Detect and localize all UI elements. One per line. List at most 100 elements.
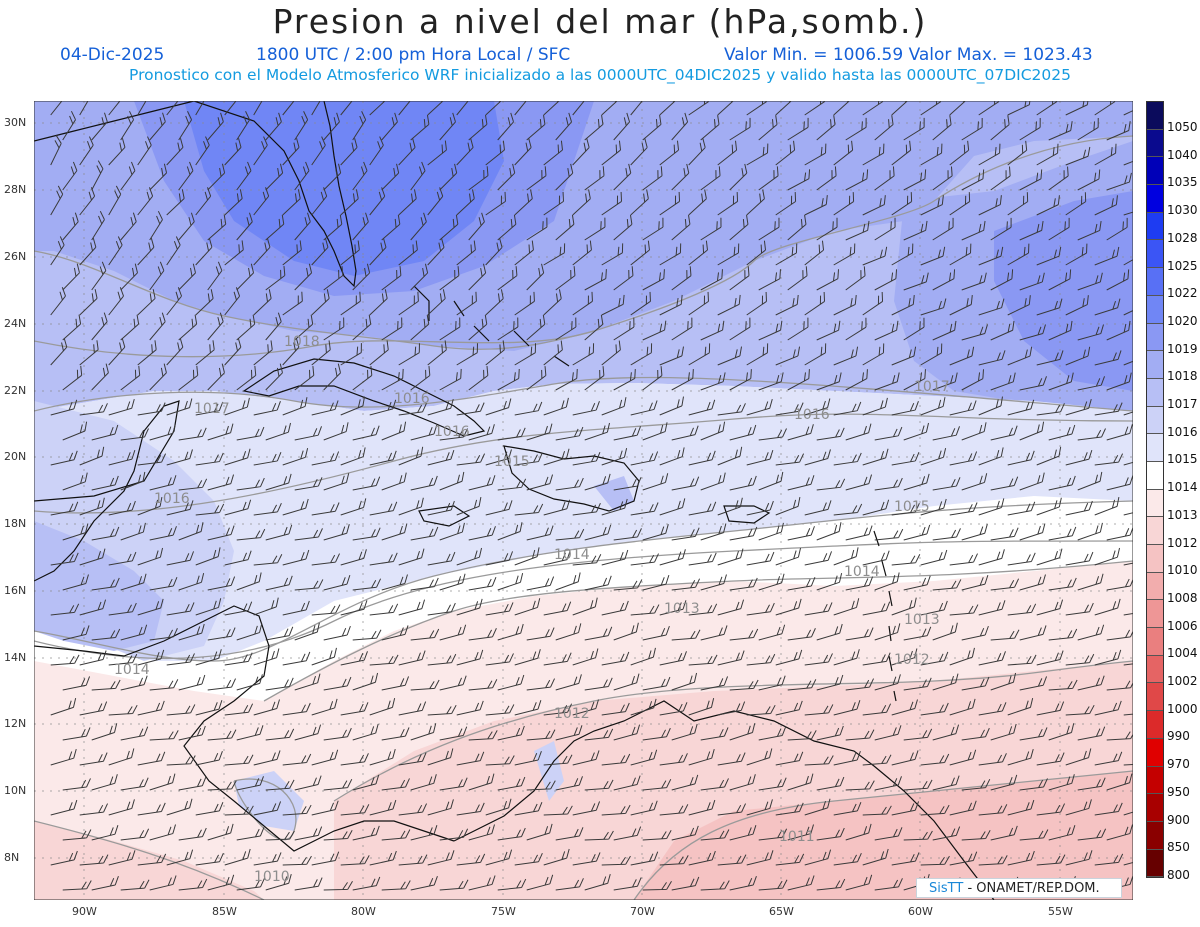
wind-barb	[874, 426, 903, 441]
wind-barb	[1077, 675, 1105, 691]
wind-barb	[990, 476, 1019, 491]
wind-barb	[642, 269, 665, 291]
wind-barb	[787, 369, 810, 391]
wind-barb	[903, 317, 925, 341]
wind-barb	[775, 547, 802, 566]
wind-barb	[253, 503, 282, 516]
wind-barb	[891, 346, 917, 366]
wind-barb	[468, 577, 497, 591]
wind-barb	[717, 446, 743, 466]
colorbar-label: 1000	[1167, 701, 1198, 716]
wind-barb	[456, 402, 485, 416]
wind-barb	[79, 238, 97, 266]
wind-barb	[555, 112, 573, 141]
colorbar-cell	[1147, 295, 1163, 324]
wind-barb	[1048, 217, 1070, 241]
wind-barb	[282, 753, 312, 766]
wind-barb	[787, 730, 817, 741]
wind-barb	[688, 399, 716, 416]
wind-barb	[1019, 472, 1045, 491]
wind-barb	[642, 320, 667, 341]
wind-barb	[874, 623, 901, 641]
wind-barb	[555, 266, 576, 291]
wind-barb	[932, 673, 959, 691]
wind-barb	[497, 725, 525, 741]
isobar-label: 1016	[154, 491, 190, 507]
wind-barb	[195, 801, 224, 816]
wind-barb	[497, 427, 526, 441]
wind-barb	[758, 217, 780, 241]
wind-barb	[369, 136, 384, 166]
wind-barb	[1019, 376, 1047, 391]
wind-barb	[294, 263, 313, 291]
wind-barb	[688, 799, 716, 816]
wind-barb	[688, 603, 718, 616]
map-title: Presion a nivel del mar (hPa,somb.)	[272, 2, 928, 41]
wind-barb	[1094, 195, 1118, 216]
wind-barb	[166, 849, 194, 866]
wind-barb	[108, 551, 137, 566]
wind-barb	[543, 652, 572, 666]
wind-barb	[746, 602, 775, 616]
wind-barb	[427, 187, 444, 216]
wind-barb	[729, 526, 758, 541]
wind-barb	[920, 753, 950, 766]
wind-barb	[265, 873, 292, 891]
wind-barb	[439, 266, 460, 291]
wind-barb	[369, 238, 387, 266]
wind-barb	[758, 522, 784, 541]
wind-barb	[932, 622, 958, 641]
wind-barb	[555, 426, 584, 441]
wind-barb	[1007, 748, 1034, 766]
wind-barb	[903, 422, 930, 441]
wind-barb	[514, 401, 543, 416]
wind-barb	[758, 624, 786, 641]
wind-barb	[543, 805, 573, 816]
wind-barb	[410, 825, 438, 841]
wind-barb	[746, 799, 773, 816]
wind-barb	[265, 524, 293, 541]
wind-barb	[224, 448, 251, 466]
wind-barb	[874, 217, 896, 241]
wind-barb	[787, 824, 814, 841]
wind-barb	[526, 217, 548, 241]
wind-barb	[485, 340, 505, 366]
wind-barb	[688, 850, 716, 866]
wind-barb	[862, 499, 890, 516]
credit-box: SisTT - ONAMET/REP.DOM.	[916, 878, 1122, 898]
wind-barb	[601, 243, 624, 266]
wind-barb	[497, 214, 517, 241]
wind-barb	[456, 291, 477, 316]
wind-barb	[659, 243, 682, 266]
wind-barb	[410, 526, 439, 541]
wind-barb	[137, 547, 164, 566]
colorbar-label: 1008	[1167, 590, 1198, 605]
wind-barb	[62, 110, 76, 141]
wind-barb	[439, 726, 468, 741]
wind-barb	[311, 502, 340, 516]
wind-barb	[1106, 577, 1133, 591]
wind-barb	[410, 263, 429, 291]
wind-barb	[195, 547, 221, 566]
colorbar-cell	[1147, 545, 1163, 573]
wind-barb	[804, 755, 834, 766]
wind-barb	[427, 500, 455, 516]
wind-barb	[224, 703, 254, 716]
wind-barb	[108, 602, 137, 616]
wind-barb	[775, 402, 804, 416]
wind-barb	[1036, 298, 1063, 316]
wind-barb	[613, 579, 643, 591]
wind-barb	[195, 503, 225, 516]
wind-barb	[1048, 774, 1075, 791]
wind-barb	[381, 266, 402, 291]
wind-barb	[659, 753, 688, 766]
wind-barb	[224, 189, 243, 216]
wind-barb	[874, 827, 903, 841]
wind-barb	[50, 450, 78, 466]
colorbar-cell	[1147, 378, 1163, 407]
wind-barb	[108, 236, 123, 266]
wind-barb	[282, 600, 310, 616]
forecast-description: Pronostico con el Modelo Atmosferico WRF…	[129, 66, 1071, 84]
wind-barb	[340, 600, 368, 616]
colorbar-label: 1004	[1167, 646, 1198, 661]
